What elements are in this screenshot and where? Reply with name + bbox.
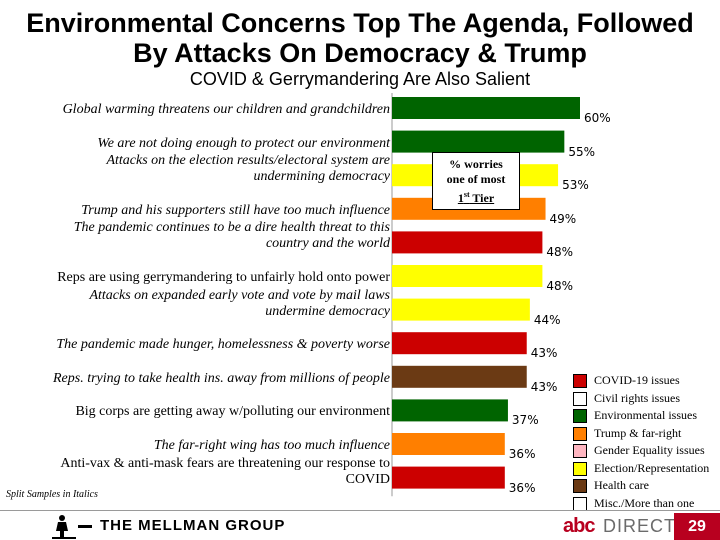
bar-2 bbox=[392, 130, 565, 153]
bar-7 bbox=[392, 298, 530, 321]
abc-mark: abc bbox=[563, 515, 595, 537]
title-line-1: Environmental Concerns Top The Agenda, F… bbox=[26, 8, 694, 38]
value-label-4: 49% bbox=[549, 211, 577, 226]
tier-num: 1 bbox=[457, 191, 464, 205]
mellman-name: THE MELLMAN GROUP bbox=[100, 517, 286, 534]
legend-swatch-covid bbox=[573, 374, 587, 388]
category-label-4: Trump and his supporters still have too … bbox=[81, 203, 390, 219]
category-label-line: country and the world bbox=[265, 236, 390, 252]
split-samples-note: Split Samples in Italics bbox=[6, 489, 98, 500]
mellman-logo: THE MELLMAN GROUP bbox=[52, 513, 332, 539]
category-label-line: COVID bbox=[345, 471, 390, 487]
tier-line-3: 1st Tier bbox=[433, 187, 519, 206]
category-label-line: Big corps are getting away w/polluting o… bbox=[75, 404, 390, 420]
category-label-1: Global warming threatens our children an… bbox=[63, 102, 390, 118]
direct-mark: DIRECT bbox=[603, 516, 676, 536]
tier-sup: st bbox=[463, 190, 470, 199]
abc-direct-logo: abc DIRECT 29 bbox=[563, 513, 720, 540]
legend-swatch-health bbox=[573, 479, 587, 493]
value-label-3: 53% bbox=[562, 178, 589, 193]
mellman-figure-icon bbox=[52, 515, 92, 539]
bar-5 bbox=[392, 231, 543, 254]
category-label-line: We are not doing enough to protect our e… bbox=[97, 135, 390, 151]
category-label-8: The pandemic made hunger, homelessness &… bbox=[56, 337, 390, 353]
legend-swatch-trump bbox=[573, 426, 587, 441]
category-label-line: Anti-vax & anti-mask fears are threateni… bbox=[60, 455, 390, 471]
legend-item-civil: Civil rights issues bbox=[570, 390, 720, 408]
value-label-9: 43% bbox=[530, 379, 558, 394]
category-label-10: Big corps are getting away w/polluting o… bbox=[75, 404, 390, 420]
category-label-line: The far-right wing has too much influenc… bbox=[153, 438, 390, 453]
value-label-2: 55% bbox=[568, 144, 595, 159]
category-label-line: undermining democracy bbox=[253, 169, 390, 185]
category-label-line: Global warming threatens our children an… bbox=[62, 102, 390, 117]
category-label-5: The pandemic continues to be a dire heal… bbox=[74, 220, 390, 252]
value-label-8: 43% bbox=[530, 346, 558, 361]
category-label-line: Attacks on the election results/electora… bbox=[106, 153, 390, 169]
bar-1 bbox=[392, 97, 580, 119]
category-label-12: Anti-vax & anti-mask fears are threateni… bbox=[60, 456, 390, 488]
legend-item-env: Environmental issues bbox=[570, 407, 720, 425]
bar-8 bbox=[392, 332, 527, 355]
legend-swatch-env bbox=[573, 409, 587, 423]
legend-item-health: Health care bbox=[570, 477, 720, 495]
category-label-7: Attacks on expanded early vote and vote … bbox=[89, 288, 390, 320]
page-number: 29 bbox=[674, 513, 720, 540]
legend-swatch-gender bbox=[573, 444, 587, 458]
legend: COVID-19 issues Civil rights issues Enviro… bbox=[570, 372, 720, 512]
category-label-3: Attacks on the election results/electora… bbox=[106, 153, 390, 185]
bar-6 bbox=[392, 265, 543, 287]
bar-10 bbox=[392, 399, 508, 422]
legend-item-election: Election/Representation bbox=[570, 460, 720, 478]
category-label-2: We are not doing enough to protect our e… bbox=[97, 136, 390, 152]
title-line-2: By Attacks On Democracy & Trump bbox=[133, 38, 587, 68]
category-label-9: Reps. trying to take health ins. away fr… bbox=[53, 371, 390, 387]
legend-label-election: Election/Representation bbox=[594, 460, 710, 475]
legend-label-civil: Civil rights issues bbox=[594, 390, 681, 405]
tier-line-1: % worries bbox=[449, 157, 503, 171]
bar-12 bbox=[392, 466, 505, 489]
legend-label-health: Health care bbox=[594, 478, 649, 492]
category-label-line: undermine democracy bbox=[265, 303, 390, 319]
legend-swatch-election bbox=[573, 461, 587, 476]
legend-swatch-misc bbox=[573, 496, 587, 511]
legend-item-covid: COVID-19 issues bbox=[570, 372, 720, 390]
category-label-11: The far-right wing has too much influenc… bbox=[154, 438, 390, 454]
legend-label-env: Environmental issues bbox=[594, 408, 697, 422]
footer-divider bbox=[0, 510, 720, 511]
category-label-6: Reps are using gerrymandering to unfairl… bbox=[57, 270, 390, 286]
legend-label-trump: Trump & far-right bbox=[594, 425, 682, 440]
bar-9 bbox=[392, 365, 527, 388]
value-label-7: 44% bbox=[533, 312, 561, 327]
value-label-5: 48% bbox=[546, 245, 574, 260]
category-label-line: Reps. trying to take health ins. away fr… bbox=[53, 370, 390, 386]
bar-11 bbox=[392, 433, 505, 455]
category-label-line: The pandemic made hunger, homelessness &… bbox=[56, 337, 390, 353]
legend-item-gender: Gender Equality issues bbox=[570, 442, 720, 460]
legend-label-gender: Gender Equality issues bbox=[594, 443, 705, 457]
value-label-10: 37% bbox=[511, 413, 539, 428]
value-label-6: 48% bbox=[546, 279, 574, 293]
value-label-12: 36% bbox=[508, 480, 536, 495]
tier-word: Tier bbox=[469, 191, 495, 205]
category-label-line: Reps are using gerrymandering to unfairl… bbox=[57, 270, 390, 285]
legend-swatch-civil bbox=[573, 391, 587, 406]
category-label-line: Trump and his supporters still have too … bbox=[81, 202, 390, 218]
legend-item-misc: Misc./More than one bbox=[570, 495, 720, 513]
value-label-1: 60% bbox=[584, 111, 611, 125]
category-label-line: Attacks on expanded early vote and vote … bbox=[89, 287, 390, 303]
tier-line-2: one of most bbox=[446, 172, 506, 186]
tier-annotation: % worries one of most 1st Tier bbox=[432, 152, 520, 210]
subtitle: COVID & Gerrymandering Are Also Salient bbox=[189, 69, 531, 89]
legend-label-covid: COVID-19 issues bbox=[594, 373, 680, 387]
category-label-line: The pandemic continues to be a dire heal… bbox=[73, 220, 390, 236]
legend-item-trump: Trump & far-right bbox=[570, 425, 720, 443]
value-label-11: 36% bbox=[508, 447, 536, 461]
legend-label-misc: Misc./More than one bbox=[594, 495, 695, 510]
